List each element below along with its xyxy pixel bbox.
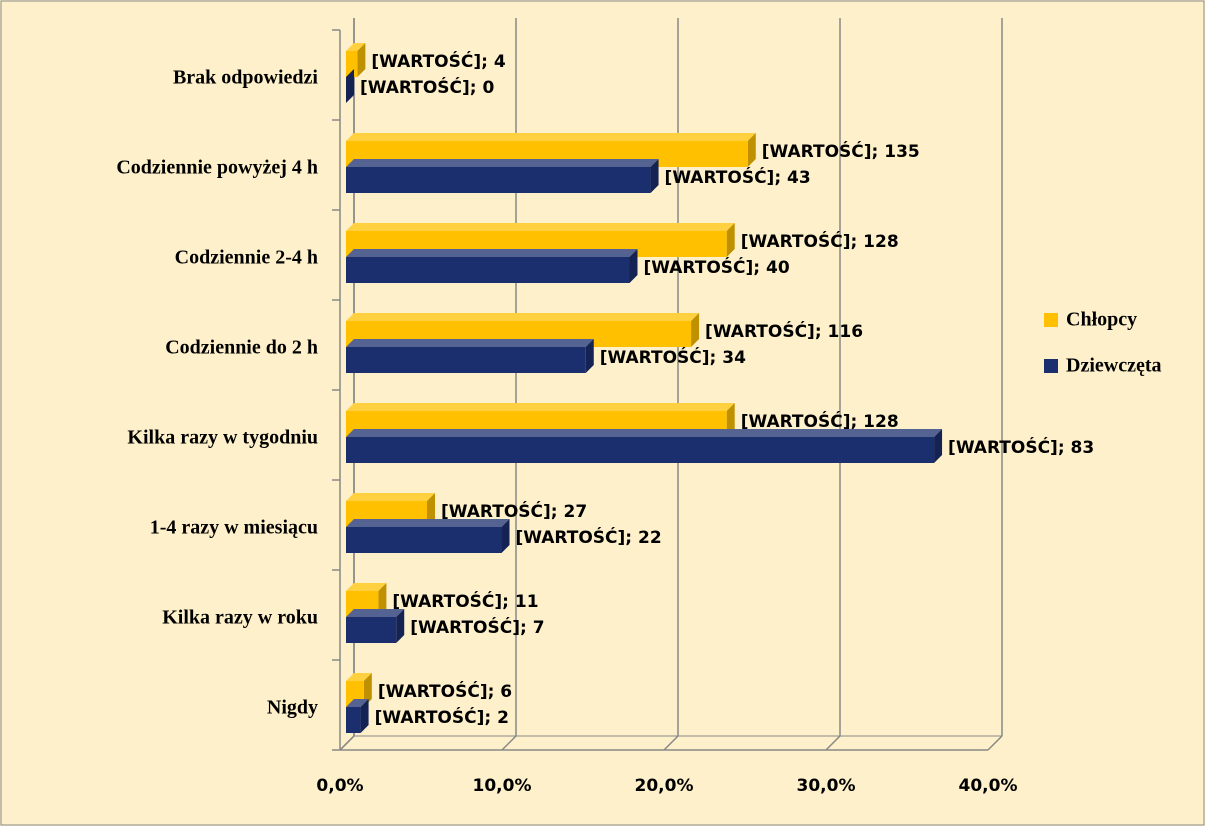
bar-side (396, 609, 405, 643)
bar-top (346, 699, 369, 707)
bar (346, 429, 943, 463)
bar-top (346, 403, 735, 411)
bar-side (691, 313, 700, 347)
bar (346, 609, 405, 643)
bar (346, 159, 659, 193)
bar-top (346, 159, 659, 167)
y-tick-label: Kilka razy w tygodniu (127, 427, 318, 449)
bar (346, 339, 594, 373)
data-label: [WARTOŚĆ]; 83 (948, 436, 1094, 458)
data-label: [WARTOŚĆ]; 40 (644, 256, 790, 278)
legend-swatch (1044, 313, 1058, 327)
bar-top (346, 249, 638, 257)
bar-top (346, 609, 405, 617)
bar-side (357, 43, 366, 77)
bar-side (726, 403, 735, 437)
bar-side (501, 519, 510, 553)
bar-side (650, 159, 659, 193)
bar-side (378, 583, 387, 617)
y-tick-label: Nigdy (267, 697, 318, 719)
bar-side (360, 699, 369, 733)
data-label: [WARTOŚĆ]; 34 (600, 346, 746, 368)
grid-line-floor (663, 735, 679, 751)
bar (346, 249, 638, 283)
y-tick-label: Codziennie powyżej 4 h (116, 157, 318, 179)
bar-side (363, 673, 372, 707)
bar-top (346, 519, 510, 527)
bar (346, 43, 366, 77)
bar-top (346, 429, 943, 437)
x-tick-label: 10,0% (473, 776, 532, 796)
bar-side (427, 493, 435, 527)
bar-top (346, 223, 735, 231)
bar (346, 519, 510, 553)
bar-side (346, 69, 354, 103)
legend-label: Chłopcy (1066, 309, 1137, 331)
y-tick-label: Codziennie 2-4 h (175, 247, 318, 269)
y-tick-label: Codziennie do 2 h (165, 337, 318, 359)
data-label: [WARTOŚĆ]; 135 (762, 140, 920, 162)
bar-top (346, 313, 700, 321)
bar-front (346, 437, 935, 463)
bar-front (346, 347, 586, 373)
x-tick-label: 40,0% (959, 776, 1018, 796)
bar-top (346, 673, 372, 681)
bar-top (346, 133, 756, 141)
bar-side (629, 249, 638, 283)
bar-side (934, 429, 943, 463)
data-label: [WARTOŚĆ]; 11 (392, 590, 538, 612)
bar-side (747, 133, 756, 167)
data-label: [WARTOŚĆ]; 43 (665, 166, 811, 188)
bar-front (346, 617, 397, 643)
bar (346, 699, 369, 733)
bar-top (346, 493, 435, 501)
bar-side (726, 223, 735, 257)
grid-line-floor (339, 735, 355, 751)
data-label: [WARTOŚĆ]; 4 (371, 50, 505, 72)
grid-line-floor (825, 735, 841, 751)
bar-top (346, 339, 594, 347)
data-label: [WARTOŚĆ]; 128 (741, 230, 899, 252)
data-label: [WARTOŚĆ]; 7 (410, 616, 544, 638)
y-tick-label: Brak odpowiedzi (173, 67, 318, 89)
data-label: [WARTOŚĆ]; 116 (705, 320, 863, 342)
data-label: [WARTOŚĆ]; 6 (378, 680, 512, 702)
data-label: [WARTOŚĆ]; 22 (516, 526, 662, 548)
legend-label: Dziewczęta (1066, 355, 1162, 377)
bar-front (346, 707, 361, 733)
y-tick-label: Kilka razy w roku (162, 607, 318, 629)
bar-side (585, 339, 594, 373)
x-tick-label: 30,0% (797, 776, 856, 796)
x-tick-label: 20,0% (635, 776, 694, 796)
bar-front (346, 167, 651, 193)
bar-front (346, 257, 630, 283)
grid-line-floor (501, 735, 517, 751)
data-label: [WARTOŚĆ]; 128 (741, 410, 899, 432)
bar-front (346, 527, 502, 553)
x-tick-label: 0,0% (316, 776, 363, 796)
data-label: [WARTOŚĆ]; 2 (375, 706, 509, 728)
data-label: [WARTOŚĆ]; 27 (441, 500, 587, 522)
bar-front (346, 51, 358, 77)
bar-top (346, 583, 387, 591)
bar (346, 69, 354, 103)
data-label: [WARTOŚĆ]; 0 (360, 76, 494, 98)
y-tick-label: 1-4 razy w miesiącu (150, 517, 318, 539)
legend-swatch (1044, 359, 1058, 373)
bar-top (346, 43, 366, 51)
grid-line-floor (987, 735, 1003, 751)
